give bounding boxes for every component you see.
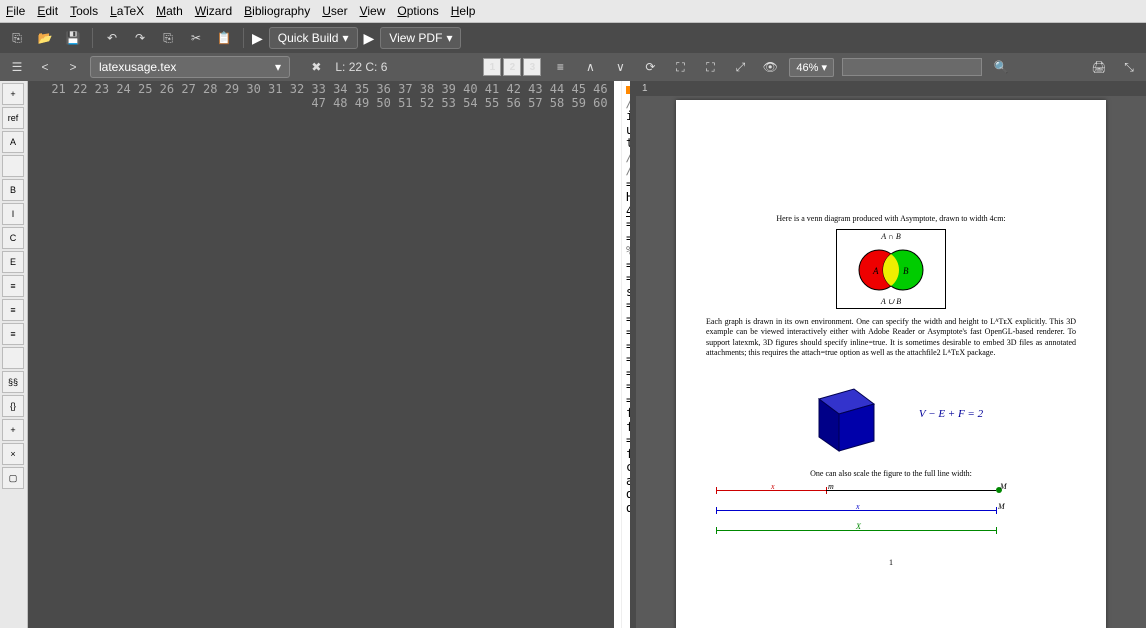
venn-diagram: A ∩ B A B A ∪ B (836, 229, 946, 309)
cursor-position: L: 22 C: 6 (335, 60, 387, 74)
up-icon[interactable]: ∧ (579, 56, 601, 78)
save-icon[interactable]: 💾 (62, 27, 84, 49)
ruler-2: X (716, 524, 1066, 538)
page-buttons: 1 2 3 (483, 58, 541, 76)
menu-wizard[interactable]: Wizard (195, 4, 232, 18)
menubar: File Edit Tools LaTeX Math Wizard Biblio… (0, 0, 1146, 23)
pdf-cube-area: V − E + F = 2 (696, 369, 1086, 459)
menu-bibliography[interactable]: Bibliography (244, 4, 310, 18)
menu-edit[interactable]: Edit (37, 4, 58, 18)
toolbar: ⎘ 📂 💾 ↶ ↷ ⎘ ✂ 📋 ▶ Quick Build ▾ ▶ View P… (0, 23, 1146, 53)
menu-help[interactable]: Help (451, 4, 476, 18)
eye-icon[interactable]: 👁 (759, 56, 781, 78)
left-tool-6[interactable]: C (2, 227, 24, 249)
nav-back-icon[interactable]: < (34, 56, 56, 78)
menu-math[interactable]: Math (156, 4, 183, 18)
close-icon[interactable]: ✖ (305, 56, 327, 78)
pdf-caption-2: One can also scale the figure to the ful… (696, 469, 1086, 478)
pdf-caption-1: Here is a venn diagram produced with Asy… (696, 214, 1086, 223)
page-btn-1[interactable]: 1 (483, 58, 501, 76)
run-icon[interactable]: ▶ (252, 30, 263, 47)
down-icon[interactable]: ∨ (609, 56, 631, 78)
ruler-0: xmM (716, 484, 1066, 498)
left-tool-8[interactable]: ≡ (2, 275, 24, 297)
file-dropdown[interactable]: latexusage.tex▾ (90, 56, 290, 78)
undo-icon[interactable]: ↶ (101, 27, 123, 49)
menu-view[interactable]: View (360, 4, 386, 18)
left-tool-4[interactable]: B (2, 179, 24, 201)
structure-icon[interactable]: ☰ (6, 56, 28, 78)
quick-build-dropdown[interactable]: Quick Build ▾ (269, 27, 358, 49)
left-tool-15[interactable]: × (2, 443, 24, 465)
open-file-icon[interactable]: 📂 (34, 27, 56, 49)
left-tool-13[interactable]: {} (2, 395, 24, 417)
svg-text:A: A (872, 266, 879, 276)
left-tool-0[interactable]: + (2, 83, 24, 105)
redo-icon[interactable]: ↷ (129, 27, 151, 49)
menu-latex[interactable]: LaTeX (110, 4, 144, 18)
pdf-scroll[interactable]: Here is a venn diagram produced with Asy… (636, 96, 1146, 628)
ruler-1: xM (716, 504, 1066, 518)
page-btn-3[interactable]: 3 (523, 58, 541, 76)
left-tool-9[interactable]: ≡ (2, 299, 24, 321)
left-tool-1[interactable]: ref (2, 107, 24, 129)
page-number: 1 (696, 558, 1086, 567)
left-tool-11[interactable] (2, 347, 24, 369)
list-icon[interactable]: ≡ (549, 56, 571, 78)
left-tool-7[interactable]: E (2, 251, 24, 273)
main: +refABICE≡≡≡§§{}+×▢ 21 22 23 24 25 26 27… (0, 81, 1146, 628)
fit2-icon[interactable]: ⛶ (699, 56, 721, 78)
editor-pane: 21 22 23 24 25 26 27 28 29 30 31 32 33 3… (28, 81, 630, 628)
page-btn-2[interactable]: 2 (503, 58, 521, 76)
left-tool-3[interactable] (2, 155, 24, 177)
left-toolbox: +refABICE≡≡≡§§{}+×▢ (0, 81, 28, 628)
left-tool-12[interactable]: §§ (2, 371, 24, 393)
line-gutter: 21 22 23 24 25 26 27 28 29 30 31 32 33 3… (28, 81, 614, 628)
expand2-icon[interactable]: ⤡ (1118, 56, 1140, 78)
pdf-page: Here is a venn diagram produced with Asy… (676, 100, 1106, 628)
search-input[interactable] (842, 58, 982, 76)
menu-options[interactable]: Options (397, 4, 438, 18)
print-icon[interactable]: 🖨 (1088, 56, 1110, 78)
svg-text:B: B (903, 266, 909, 276)
filebar: ☰ < > latexusage.tex▾ ✖ L: 22 C: 6 1 2 3… (0, 53, 1146, 81)
left-tool-16[interactable]: ▢ (2, 467, 24, 489)
pdf-viewer: 1 Here is a venn diagram produced with A… (636, 81, 1146, 628)
expand-icon[interactable]: ⤢ (729, 56, 751, 78)
search-icon[interactable]: 🔍 (990, 56, 1012, 78)
chevron-down-icon: ▾ (275, 60, 281, 74)
left-tool-10[interactable]: ≡ (2, 323, 24, 345)
page-label: 1 (636, 81, 1146, 96)
pdf-formula: V − E + F = 2 (919, 408, 983, 420)
code-editor[interactable]: ="cmd">\begin{asydef}// Global Asymptote… (622, 81, 630, 628)
copy-icon[interactable]: ⎘ (157, 27, 179, 49)
refresh-icon[interactable]: ⟳ (639, 56, 661, 78)
menu-file[interactable]: File (6, 4, 25, 18)
chevron-down-icon: ▾ (342, 31, 348, 45)
menu-user[interactable]: User (322, 4, 347, 18)
nav-fwd-icon[interactable]: > (62, 56, 84, 78)
paste-icon[interactable]: 📋 (213, 27, 235, 49)
fold-column (614, 81, 622, 628)
left-tool-2[interactable]: A (2, 131, 24, 153)
new-file-icon[interactable]: ⎘ (6, 27, 28, 49)
fit-icon[interactable]: ⛶ (669, 56, 691, 78)
pdf-paragraph: Each graph is drawn in its own environme… (706, 317, 1076, 359)
view-icon[interactable]: ▶ (364, 30, 375, 47)
left-tool-14[interactable]: + (2, 419, 24, 441)
separator (92, 28, 93, 48)
pdf-rulers: xmM xM X (696, 484, 1086, 538)
chevron-down-icon: ▾ (446, 31, 452, 45)
cut-icon[interactable]: ✂ (185, 27, 207, 49)
menu-tools[interactable]: Tools (70, 4, 98, 18)
view-pdf-dropdown[interactable]: View PDF ▾ (380, 27, 461, 49)
cube-icon (799, 369, 889, 459)
zoom-select[interactable]: 46% ▾ (789, 58, 834, 77)
separator (243, 28, 244, 48)
left-tool-5[interactable]: I (2, 203, 24, 225)
